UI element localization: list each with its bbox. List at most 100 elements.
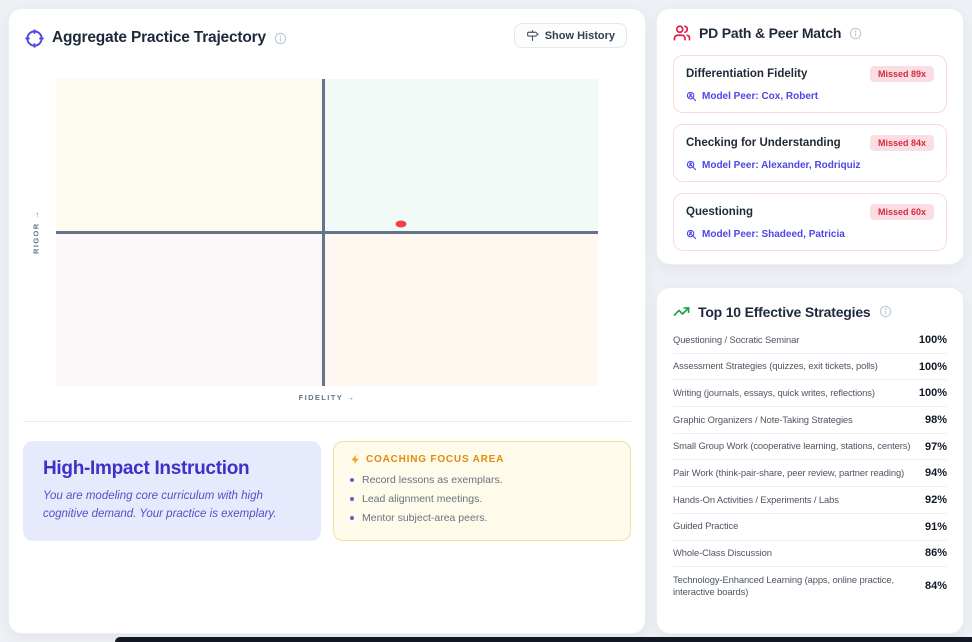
strategy-value: 100% bbox=[918, 333, 947, 346]
page-title: Aggregate Practice Trajectory bbox=[52, 29, 266, 46]
coaching-header: Coaching Focus Area bbox=[350, 454, 614, 465]
quadrant-bottom-left bbox=[56, 232, 324, 386]
strategy-value: 97% bbox=[924, 440, 947, 453]
strategies-list: Questioning / Socratic Seminar 100% Asse… bbox=[673, 327, 947, 606]
pd-skill-name: Checking for Understanding bbox=[686, 137, 841, 149]
coaching-item-text: Record lessons as exemplars. bbox=[362, 474, 503, 486]
pd-item-row: Checking for Understanding Missed 84x bbox=[686, 135, 934, 151]
coaching-list: Record lessons as exemplars. Lead alignm… bbox=[350, 474, 614, 524]
strategy-label: Graphic Organizers / Note-Taking Strateg… bbox=[673, 413, 853, 425]
strategy-value: 86% bbox=[924, 547, 947, 560]
strategy-value: 91% bbox=[924, 520, 947, 533]
strategy-value: 100% bbox=[918, 360, 947, 373]
table-row: Assessment Strategies (quizzes, exit tic… bbox=[673, 354, 947, 381]
milestone-icon bbox=[526, 29, 539, 42]
pd-skill-name: Questioning bbox=[686, 206, 754, 218]
coaching-title: Coaching Focus Area bbox=[366, 454, 505, 465]
impact-title: High-Impact Instruction bbox=[43, 458, 250, 479]
table-row: Small Group Work (cooperative learning, … bbox=[673, 434, 947, 461]
strategy-value: 92% bbox=[924, 493, 947, 506]
bullet-icon bbox=[350, 516, 354, 520]
strategy-value: 84% bbox=[924, 580, 947, 593]
bullet-icon bbox=[350, 497, 354, 501]
missed-count-badge: Missed 60x bbox=[869, 204, 934, 220]
list-item: Record lessons as exemplars. bbox=[350, 474, 614, 486]
impact-summary-box: High-Impact Instruction You are modeling… bbox=[23, 441, 321, 541]
quadrant-top-left bbox=[56, 79, 324, 233]
pd-item-row: Differentiation Fidelity Missed 89x bbox=[686, 66, 934, 82]
peer-search-icon bbox=[686, 160, 697, 171]
lightning-icon bbox=[350, 454, 361, 465]
strategies-card-header: Top 10 Effective Strategies bbox=[673, 303, 947, 320]
strategy-value: 100% bbox=[918, 387, 947, 400]
missed-count-badge: Missed 89x bbox=[869, 66, 934, 82]
y-axis-label: RIGOR → bbox=[31, 210, 41, 254]
pd-item-questioning[interactable]: Questioning Missed 60x Model Peer: Shade… bbox=[673, 193, 947, 251]
trajectory-point[interactable] bbox=[395, 220, 407, 228]
model-peer-link[interactable]: Model Peer: Shadeed, Patricia bbox=[702, 229, 845, 240]
strategy-label: Questioning / Socratic Seminar bbox=[673, 333, 800, 345]
quadrant-top-right bbox=[323, 79, 598, 233]
top-strategies-card: Top 10 Effective Strategies Questioning … bbox=[656, 287, 964, 634]
info-icon[interactable] bbox=[274, 32, 287, 45]
info-icon[interactable] bbox=[849, 27, 862, 40]
strategy-value: 98% bbox=[924, 413, 947, 426]
table-row: Guided Practice 91% bbox=[673, 514, 947, 541]
pd-card-title: PD Path & Peer Match bbox=[699, 25, 842, 41]
model-peer-link[interactable]: Model Peer: Alexander, Rodriquiz bbox=[702, 160, 861, 171]
model-peer-link[interactable]: Model Peer: Cox, Robert bbox=[702, 91, 819, 102]
table-row: Writing (journals, essays, quick writes,… bbox=[673, 380, 947, 408]
info-icon[interactable] bbox=[879, 305, 892, 318]
show-history-button[interactable]: Show History bbox=[513, 23, 627, 48]
strategy-label: Pair Work (think-pair-share, peer review… bbox=[673, 466, 905, 478]
crosshair-icon bbox=[25, 28, 44, 48]
pd-skill-name: Differentiation Fidelity bbox=[686, 68, 808, 80]
pd-item-row: Questioning Missed 60x bbox=[686, 204, 934, 220]
pd-items-list: Differentiation Fidelity Missed 89x Mode… bbox=[673, 55, 947, 251]
coaching-focus-box: Coaching Focus Area Record lessons as ex… bbox=[333, 441, 631, 541]
pd-item-checking-for-understanding[interactable]: Checking for Understanding Missed 84x Mo… bbox=[673, 124, 947, 182]
table-row: Whole-Class Discussion 86% bbox=[673, 541, 947, 568]
pd-path-card: PD Path & Peer Match Differentiation Fid… bbox=[656, 8, 964, 265]
practice-trajectory-card: Aggregate Practice Trajectory Show Histo… bbox=[8, 8, 646, 634]
x-axis-label: FIDELITY → bbox=[298, 393, 356, 402]
coaching-item-text: Mentor subject-area peers. bbox=[362, 512, 488, 524]
trending-up-icon bbox=[673, 303, 690, 320]
impact-description: You are modeling core curriculum with hi… bbox=[43, 490, 277, 520]
strategies-card-title: Top 10 Effective Strategies bbox=[698, 303, 871, 320]
peer-search-icon bbox=[686, 229, 697, 240]
list-item: Lead alignment meetings. bbox=[350, 493, 614, 505]
peer-search-icon bbox=[686, 91, 697, 102]
pd-peer-row: Model Peer: Alexander, Rodriquiz bbox=[686, 160, 934, 171]
quadrant-plot bbox=[56, 79, 598, 386]
coaching-item-text: Lead alignment meetings. bbox=[362, 493, 483, 505]
table-row: Graphic Organizers / Note-Taking Strateg… bbox=[673, 407, 947, 434]
strategy-value: 94% bbox=[924, 467, 947, 480]
bottom-edge-bar bbox=[115, 637, 972, 642]
strategy-label: Technology-Enhanced Learning (apps, onli… bbox=[673, 573, 894, 598]
users-icon bbox=[673, 24, 691, 42]
strategy-label: Hands-On Activities / Experiments / Labs bbox=[673, 493, 839, 505]
show-history-label: Show History bbox=[544, 29, 615, 42]
bullet-icon bbox=[350, 478, 354, 482]
crosshair-horizontal-line bbox=[56, 231, 598, 234]
section-divider bbox=[23, 421, 631, 422]
pd-peer-row: Model Peer: Shadeed, Patricia bbox=[686, 229, 934, 240]
list-item: Mentor subject-area peers. bbox=[350, 512, 614, 524]
pd-card-header: PD Path & Peer Match bbox=[673, 24, 947, 42]
pd-item-differentiation-fidelity[interactable]: Differentiation Fidelity Missed 89x Mode… bbox=[673, 55, 947, 113]
missed-count-badge: Missed 84x bbox=[869, 135, 934, 151]
summary-row: High-Impact Instruction You are modeling… bbox=[23, 441, 631, 541]
strategy-label: Small Group Work (cooperative learning, … bbox=[673, 440, 911, 452]
table-row: Questioning / Socratic Seminar 100% bbox=[673, 327, 947, 354]
table-row: Hands-On Activities / Experiments / Labs… bbox=[673, 487, 947, 514]
table-row: Pair Work (think-pair-share, peer review… bbox=[673, 460, 947, 488]
table-row: Technology-Enhanced Learning (apps, onli… bbox=[673, 567, 947, 605]
quadrant-bottom-right bbox=[323, 232, 598, 386]
pd-peer-row: Model Peer: Cox, Robert bbox=[686, 91, 934, 102]
strategy-label: Writing (journals, essays, quick writes,… bbox=[673, 386, 875, 398]
strategy-label: Guided Practice bbox=[673, 520, 739, 532]
strategy-label: Whole-Class Discussion bbox=[673, 547, 772, 558]
strategy-label: Assessment Strategies (quizzes, exit tic… bbox=[673, 360, 878, 372]
trajectory-card-header: Aggregate Practice Trajectory bbox=[25, 23, 629, 53]
